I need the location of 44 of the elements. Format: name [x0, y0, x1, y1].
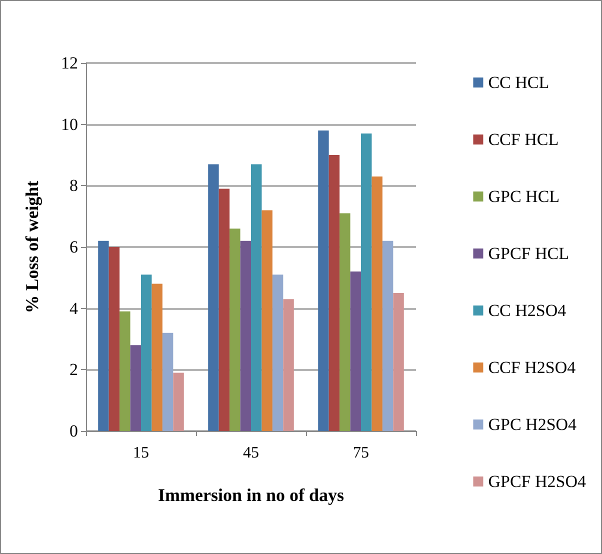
bar [162, 332, 174, 431]
y-axis-title: % Loss of weight [22, 180, 42, 314]
legend-label: GPCF HCL [488, 244, 569, 263]
y-tick-label: 4 [70, 298, 78, 318]
legend-label: CC HCL [488, 73, 550, 92]
legend-label: CCF HCL [488, 130, 559, 149]
bar [251, 164, 262, 431]
bar [393, 293, 404, 431]
bar [272, 274, 284, 431]
bar [130, 345, 141, 431]
y-tick-label: 12 [61, 54, 78, 72]
bar [262, 210, 272, 431]
y-tick-label: 8 [70, 176, 78, 196]
bar [108, 247, 120, 431]
bar [283, 299, 294, 431]
bar [372, 176, 382, 431]
bar [240, 240, 251, 431]
bar [230, 228, 240, 431]
bar [218, 188, 230, 431]
legend-label: CC H2SO4 [488, 301, 567, 320]
legend-label: GPC H2SO4 [488, 415, 578, 434]
bar [173, 372, 184, 431]
bar [152, 284, 162, 431]
bar [208, 164, 219, 431]
bar [328, 155, 340, 431]
bar [318, 130, 329, 431]
legend-label: CCF H2SO4 [488, 358, 576, 377]
bar [350, 272, 361, 431]
x-tick-label: 45 [243, 444, 259, 462]
y-tick-label: 2 [70, 360, 78, 380]
x-tick-label: 15 [133, 444, 149, 462]
y-tick-label: 0 [70, 422, 78, 440]
bar [98, 240, 109, 431]
y-tick-label: 6 [70, 238, 78, 256]
bar [141, 274, 152, 431]
legend-label: GPC HCL [488, 187, 560, 206]
x-tick-label: 75 [353, 444, 369, 462]
bar [361, 134, 372, 431]
legend-label: GPCF H2SO4 [488, 472, 586, 491]
bar [120, 311, 130, 431]
y-tick-label: 10 [61, 114, 78, 134]
bar [382, 240, 394, 431]
bar [340, 213, 350, 431]
x-axis-title: Immersion in no of days [158, 485, 344, 505]
